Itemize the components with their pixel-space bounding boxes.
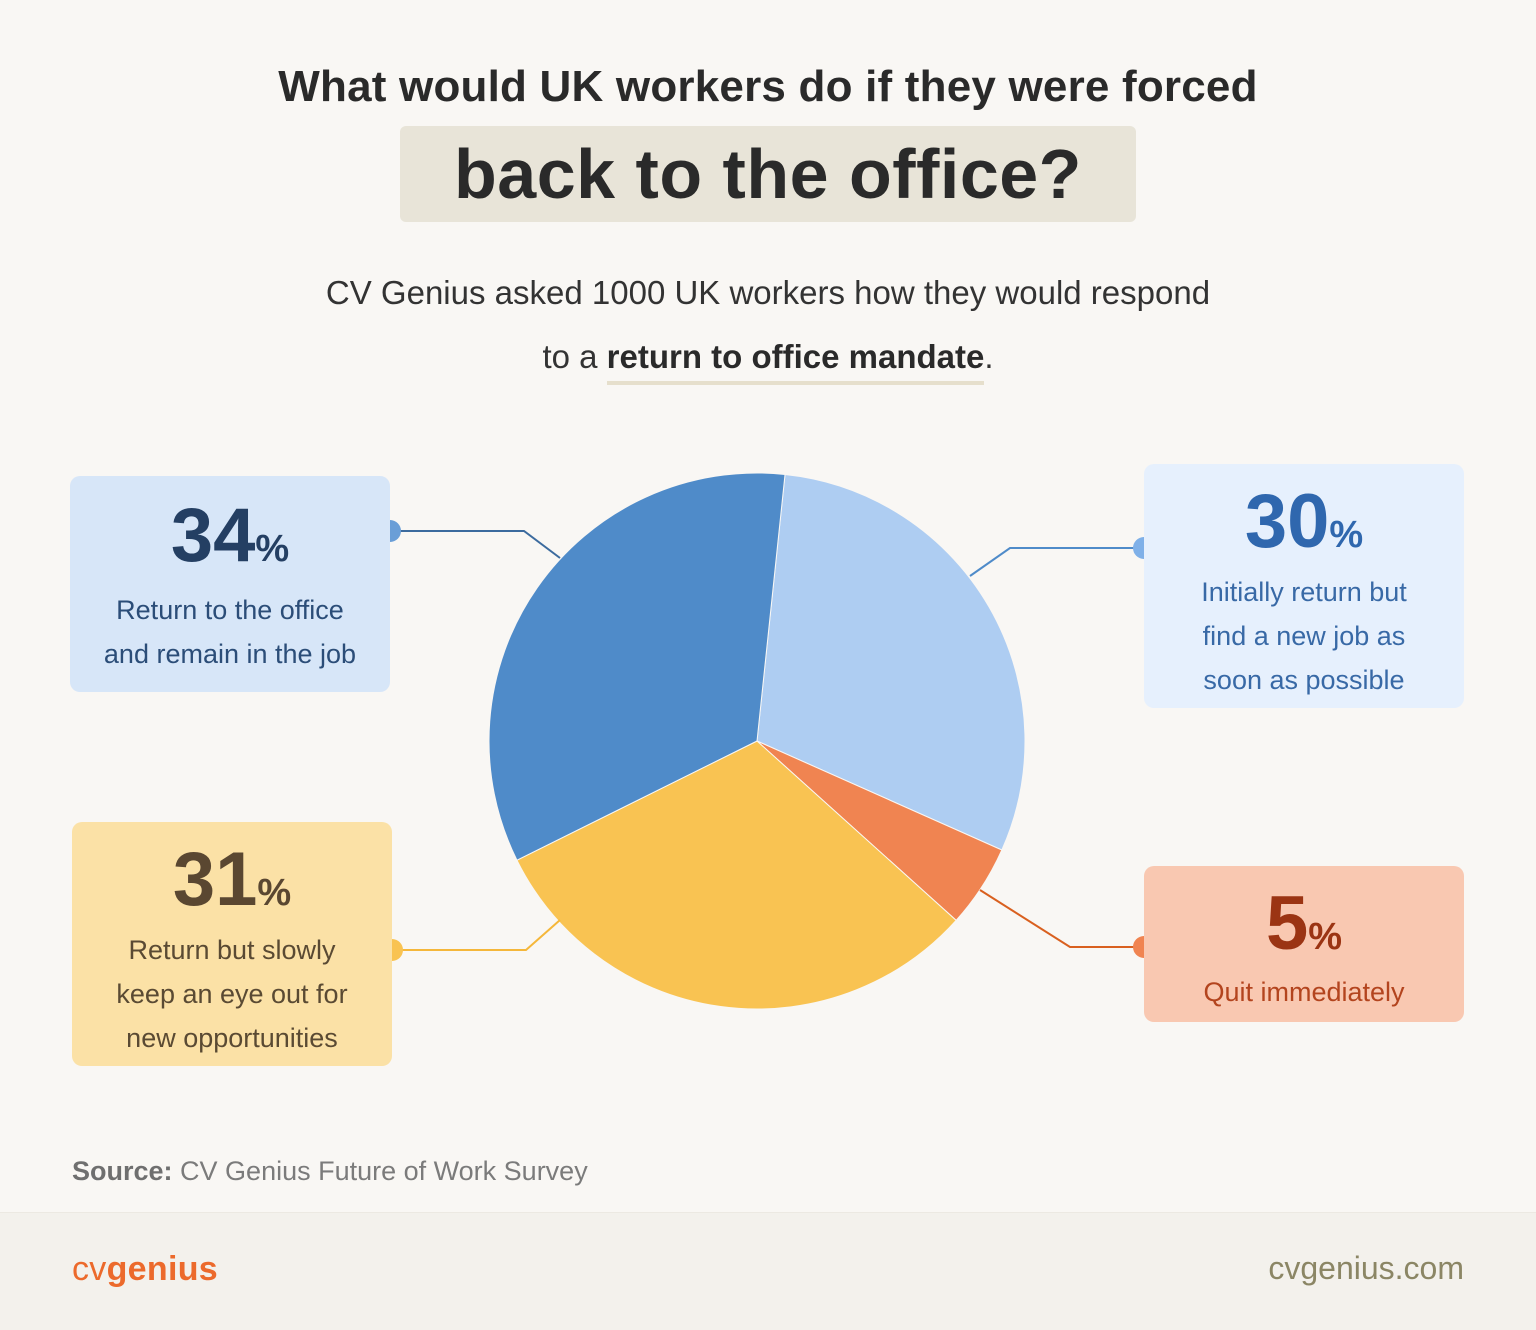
- subtitle-emphasis: return to office mandate: [606, 338, 985, 385]
- footer: [0, 1213, 1536, 1330]
- leader-line-30: [969, 547, 1144, 577]
- percent-value: 30%: [1244, 479, 1364, 564]
- source-note: Source: CV Genius Future of Work Survey: [72, 1156, 588, 1186]
- leader-line-34: [390, 530, 561, 559]
- card-label: Quit immediately: [1203, 977, 1405, 1007]
- cvgenius-logo[interactable]: cvgenius: [72, 1250, 218, 1288]
- pie-slice-34: [488, 472, 786, 861]
- pie-slice-30: [756, 473, 1026, 851]
- card-30-percent: 30% Initially return but find a new job a…: [1144, 464, 1464, 708]
- card-31-percent: 31% Return but slowly keep an eye out for…: [72, 822, 392, 1066]
- percent-value: 5%: [1265, 881, 1343, 966]
- subtitle-line-1: CV Genius asked 1000 UK workers how they…: [325, 274, 1211, 311]
- subtitle-suffix: .: [984, 338, 994, 375]
- leader-line-31: [392, 919, 561, 951]
- card-5-percent: 5% Quit immediately: [1144, 866, 1464, 1022]
- title-highlight: back to the office?: [400, 126, 1136, 222]
- card-label: Initially return but find a new job as soo…: [1201, 577, 1407, 695]
- site-link[interactable]: cvgenius.com: [1268, 1250, 1464, 1286]
- card-label: Return but slowly keep an eye out for new …: [116, 935, 348, 1053]
- card-label: Return to the office and remain in the jo…: [103, 595, 357, 669]
- subtitle-line-2: to a return to office mandate.: [0, 338, 1536, 385]
- percent-value: 34%: [170, 493, 290, 578]
- leader-line-5: [979, 889, 1144, 948]
- card-34-percent: 34% Return to the office and remain in th…: [70, 476, 390, 692]
- pie-slice-31: [516, 740, 957, 1010]
- subtitle-prefix: to a: [542, 338, 607, 375]
- percent-value: 31%: [172, 837, 292, 922]
- title-line-1: What would UK workers do if they were fo…: [278, 62, 1258, 111]
